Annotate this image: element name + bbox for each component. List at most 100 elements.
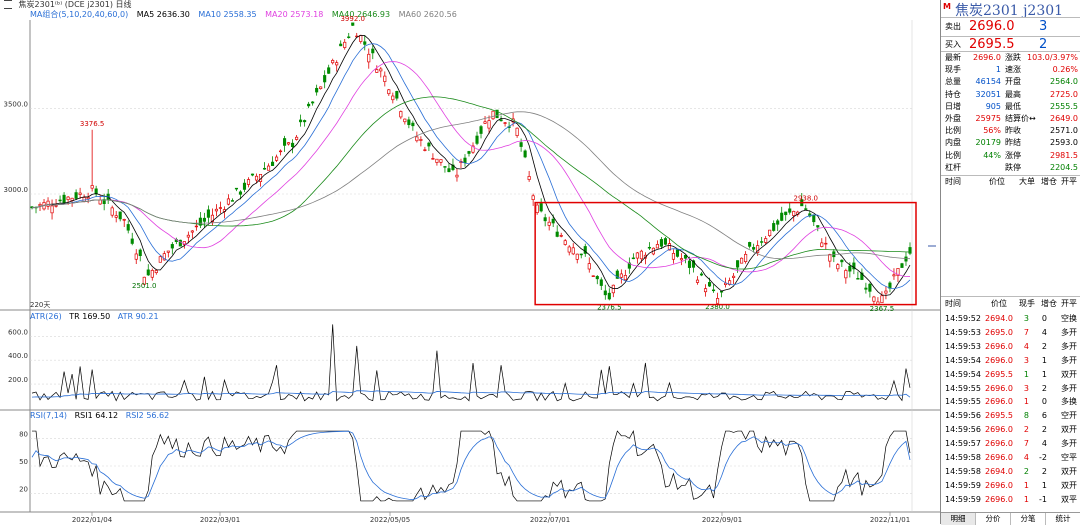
- tick-oi-change: 4: [1041, 327, 1047, 337]
- tab-trades[interactable]: 分笔: [1011, 513, 1046, 525]
- ma-legend[interactable]: MA组合(5,10,20,40,60,0) MA5 2636.30 MA10 2…: [30, 10, 463, 20]
- candle-body: [864, 287, 868, 290]
- ma5-value: MA5 2636.30: [136, 10, 190, 19]
- candle-body: [567, 246, 571, 253]
- rsi2-value: RSI2 56.62: [125, 411, 170, 420]
- candle-body: [222, 209, 226, 212]
- candle-body: [50, 205, 54, 214]
- menu-icon[interactable]: [4, 0, 12, 9]
- stat-label: 结算价↔: [1005, 114, 1036, 123]
- atr-legend-title[interactable]: ATR(26): [30, 312, 62, 321]
- candle-body: [868, 283, 872, 292]
- tr-line: [31, 324, 911, 402]
- candle-body: [788, 208, 792, 213]
- price-annotation: 2376.5: [597, 303, 622, 311]
- candle-body: [812, 214, 816, 223]
- tick-oi-change: 2: [1041, 466, 1047, 476]
- tick-row[interactable]: 14:59:53 2696.0 4 2 多开: [941, 340, 1080, 354]
- candle-body: [387, 89, 391, 95]
- tick-row[interactable]: 14:59:58 2694.0 2 2 双开: [941, 465, 1080, 479]
- candle-body: [46, 200, 50, 207]
- price-chart-svg[interactable]: 3500.03000.0600.0400.0200.08050203992.03…: [0, 0, 940, 524]
- tick-oi-change: 0: [1041, 314, 1047, 323]
- stat-value: 32051: [975, 89, 1001, 99]
- exchange-badge: M: [943, 2, 951, 11]
- candle-body: [78, 192, 82, 195]
- stat-row: 总量 46154 开盘 2564.0: [941, 76, 1080, 88]
- tick-row[interactable]: 14:59:58 2696.0 4 -2 空平: [941, 451, 1080, 465]
- tick-row[interactable]: 14:59:52 2694.0 3 0 空换: [941, 312, 1080, 326]
- ticks-col-oi: 增仓: [1041, 299, 1057, 308]
- candle-body: [423, 149, 427, 151]
- tick-price: 2694.0: [985, 466, 1013, 476]
- candle-body: [904, 256, 908, 262]
- atr-legend[interactable]: ATR(26) TR 169.50 ATR 90.21: [30, 312, 164, 322]
- sell-price: 2696.0: [969, 19, 1015, 34]
- candle-body: [98, 199, 102, 205]
- candle-body: [575, 253, 579, 260]
- candle-body: [840, 259, 844, 263]
- tick-row[interactable]: 14:59:56 2696.0 2 2 双开: [941, 423, 1080, 437]
- ticks-col-type: 开平: [1061, 299, 1077, 308]
- candle-body: [503, 122, 507, 124]
- candle-body: [667, 243, 672, 251]
- ma20-line: [31, 61, 911, 278]
- candle-body: [250, 173, 255, 176]
- candle-body: [888, 282, 892, 289]
- candle-body: [218, 207, 222, 209]
- stat-label: 比例: [945, 150, 961, 160]
- candle-body: [331, 60, 335, 64]
- buy-label: 买入: [945, 40, 961, 49]
- rsi-legend[interactable]: RSI(7,14) RSI1 64.12 RSI2 56.62: [30, 411, 174, 421]
- ma-legend-title[interactable]: MA组合(5,10,20,40,60,0): [30, 10, 129, 19]
- candle-body: [146, 269, 150, 276]
- tab-stats[interactable]: 统计: [1046, 513, 1080, 525]
- tick-row[interactable]: 14:59:54 2695.5 1 1 双开: [941, 368, 1080, 382]
- tick-row[interactable]: 14:59:56 2695.5 8 6 空开: [941, 409, 1080, 423]
- candle-body: [780, 212, 784, 221]
- candle-body: [675, 249, 680, 257]
- candle-body: [683, 254, 688, 259]
- tick-volume: 2: [1023, 425, 1029, 435]
- candle-body: [198, 217, 202, 226]
- candle-body: [62, 194, 66, 204]
- date-label: 2022/09/01: [702, 516, 742, 524]
- candle-body: [732, 275, 736, 278]
- candle-body: [571, 247, 575, 255]
- tick-row[interactable]: 14:59:55 2696.0 3 2 多开: [941, 382, 1080, 396]
- candle-body: [752, 247, 756, 250]
- candle-body: [295, 136, 299, 140]
- candle-body: [639, 250, 643, 260]
- candle-body: [38, 203, 42, 207]
- tick-time: 14:59:54: [945, 369, 981, 379]
- buy-price: 2695.5: [969, 37, 1015, 52]
- tab-price-dist[interactable]: 分价: [976, 513, 1011, 525]
- candle-body: [820, 242, 824, 247]
- tick-price: 2696.0: [985, 355, 1013, 365]
- tick-row[interactable]: 14:59:59 2696.0 1 -1 双平: [941, 493, 1080, 507]
- candle-body: [808, 213, 812, 217]
- stat-label: 昨结: [1005, 138, 1021, 148]
- stat-label: 昨收: [1005, 126, 1021, 136]
- candle-body: [262, 167, 267, 170]
- sell-label: 卖出: [945, 22, 961, 31]
- candle-body: [796, 211, 800, 215]
- tick-time: 14:59:58: [945, 466, 981, 476]
- tick-price: 2696.0: [985, 439, 1013, 449]
- atr-value: ATR 90.21: [117, 312, 159, 321]
- tick-row[interactable]: 14:59:53 2695.0 7 4 多开: [941, 326, 1080, 340]
- stat-label: 现手: [945, 65, 961, 75]
- tick-oi-change: 4: [1041, 439, 1047, 449]
- rsi-tick-label: 50: [19, 458, 28, 466]
- tick-row[interactable]: 14:59:57 2696.0 7 4 多开: [941, 437, 1080, 451]
- candle-body: [379, 68, 383, 72]
- kline-chart-area[interactable]: 焦炭2301⁽ᵇ⁾ (DCE j2301) 日线 MA组合(5,10,20,40…: [0, 0, 940, 524]
- tick-row[interactable]: 14:59:55 2696.0 1 0 多换: [941, 395, 1080, 409]
- tick-row[interactable]: 14:59:54 2696.0 3 1 多开: [941, 354, 1080, 368]
- candle-body: [563, 240, 567, 245]
- tick-volume: 1: [1023, 369, 1029, 379]
- tab-detail[interactable]: 明细: [941, 513, 976, 525]
- tick-row[interactable]: 14:59:59 2696.0 1 1 双开: [941, 479, 1080, 493]
- rsi-legend-title[interactable]: RSI(7,14): [30, 411, 68, 420]
- ticks-col-time: 时间: [945, 299, 961, 308]
